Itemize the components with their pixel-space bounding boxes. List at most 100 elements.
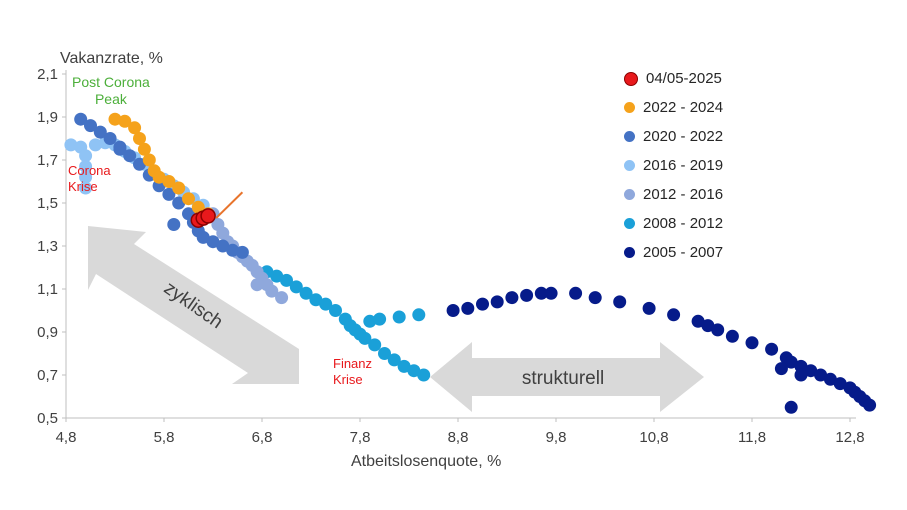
legend-item: 2020 - 2022 [624, 122, 723, 151]
series-2020-2022-point [226, 243, 240, 257]
series-2005-2007-point [774, 362, 788, 376]
series-2020-2022-point [196, 230, 210, 244]
series-2005-2007-point [490, 295, 504, 309]
legend-item: 2008 - 2012 [624, 209, 723, 238]
legend-marker [624, 218, 635, 229]
series-2008-2012-point [319, 297, 333, 311]
legend-item: 2022 - 2024 [624, 93, 723, 122]
series-2008-2012-point [368, 338, 382, 352]
legend-marker [624, 160, 635, 171]
y-tick-label: 1,7 [37, 152, 58, 169]
strukturell-arrow [430, 342, 704, 412]
legend-label: 2008 - 2012 [643, 215, 724, 232]
corona-annotation: Corona Krise [68, 163, 111, 194]
series-2005-2007-point [765, 342, 779, 356]
post-corona-annotation: Post Corona Peak [72, 74, 150, 107]
series-2020-2022-point [206, 235, 220, 249]
axes-layer: 2,1 1,9 1,7 1,5 1,3 1,1 0,9 0,7 0,5 4,8 5,8 6,8 7,8 8… [37, 66, 864, 446]
legend-label: 2005 - 2007 [643, 244, 724, 261]
series-2020-2022-point [167, 218, 181, 231]
series-2005-2007-point [642, 301, 656, 315]
series-2016-2019-point [64, 138, 78, 152]
legend-marker [624, 71, 638, 86]
series-2008-2012-point [373, 312, 387, 326]
x-tick-label: 11,8 [738, 429, 766, 446]
series-2022-2024-point [182, 192, 195, 206]
series-2008-2012-point [299, 286, 313, 300]
series-2005-2007-point [667, 308, 681, 322]
series-2005-2007-point [833, 377, 847, 391]
legend-marker [624, 247, 635, 258]
series-2008-2012-point [392, 310, 406, 324]
series-2005-2007-point [794, 368, 808, 382]
series-2005-2007-point [804, 364, 818, 378]
series-2020-2022-point [162, 187, 176, 201]
series-2005-2007-point [784, 400, 798, 414]
series-2012-2016-point [275, 291, 289, 305]
series-2005-2007-point [446, 304, 460, 317]
series-2016-2019-point [79, 160, 93, 173]
series-2020-2022-point [235, 245, 249, 259]
series-2005-2007-point [691, 314, 705, 328]
series-2008-2012-point [397, 359, 411, 373]
legend-label: 04/05-2025 [646, 70, 722, 87]
y-tick-label: 0,5 [37, 410, 58, 427]
series-2022-2024-point [118, 114, 132, 128]
series-2005-2007-point [520, 288, 534, 302]
series-04-05-2025-point [200, 208, 216, 224]
y-tick-label: 2,1 [37, 66, 58, 83]
finanz-annotation: Finanz Krise [333, 356, 373, 387]
series-2008-2012-point [280, 273, 293, 287]
series-2005-2007-point [534, 286, 548, 300]
legend-marker [624, 189, 635, 200]
x-tick-label: 12,8 [835, 429, 864, 446]
series-2012-2016-point [250, 278, 264, 292]
legend-label: 2020 - 2022 [643, 128, 724, 145]
x-tick-label: 10,8 [639, 429, 668, 446]
series-2022-2024-point [133, 132, 146, 145]
series-2005-2007-point [544, 286, 558, 300]
series-2020-2022-point [133, 157, 146, 171]
series-2020-2022-point [74, 112, 88, 126]
x-axis-title: Atbeitslosenquote, % [351, 453, 502, 470]
series-2020-2022-point [123, 149, 137, 163]
legend-label: 2016 - 2019 [643, 157, 724, 174]
x-tick-label: 6,8 [252, 429, 273, 446]
series-2020-2022-point [113, 142, 127, 156]
series-2022-2024-point [172, 181, 186, 195]
series-2008-2012-point [289, 280, 303, 294]
series-2016-2019-point [88, 138, 102, 152]
series-2020-2022-point [84, 119, 97, 133]
legend-label: 2022 - 2024 [643, 99, 724, 116]
y-tick-label: 1,5 [37, 195, 58, 212]
legend-label: 2012 - 2016 [643, 186, 724, 203]
points-layer [64, 112, 877, 414]
series-2005-2007-point [784, 355, 798, 369]
legend-item: 2016 - 2019 [624, 151, 723, 180]
x-tick-label: 8,8 [448, 429, 469, 446]
series-2005-2007-point [823, 372, 837, 386]
legend-item: 2012 - 2016 [624, 180, 723, 209]
zyklisch-arrow [88, 226, 299, 384]
series-2016-2019-point [79, 149, 93, 163]
series-2005-2007-point [814, 368, 828, 382]
series-2005-2007-point [701, 319, 715, 333]
series-2012-2016-point [265, 284, 279, 298]
series-2005-2007-point [476, 297, 489, 311]
series-2008-2012-point [378, 347, 391, 360]
series-2022-2024-point [162, 175, 176, 188]
y-tick-label: 0,9 [37, 324, 58, 341]
x-tick-label: 7,8 [350, 429, 371, 446]
series-2016-2019-point [79, 170, 93, 184]
series-2005-2007-point [863, 398, 877, 412]
series-2020-2022-point [103, 132, 117, 145]
series-2022-2024-point [142, 153, 156, 167]
legend-marker [624, 102, 635, 113]
y-axis-title: Vakanzrate, % [60, 50, 163, 67]
x-tick-label: 5,8 [154, 429, 175, 446]
series-2022-2024-point [128, 121, 142, 135]
strukturell-label: strukturell [522, 368, 604, 389]
series-2020-2022-point [172, 196, 186, 210]
series-2022-2024-point [152, 170, 166, 184]
